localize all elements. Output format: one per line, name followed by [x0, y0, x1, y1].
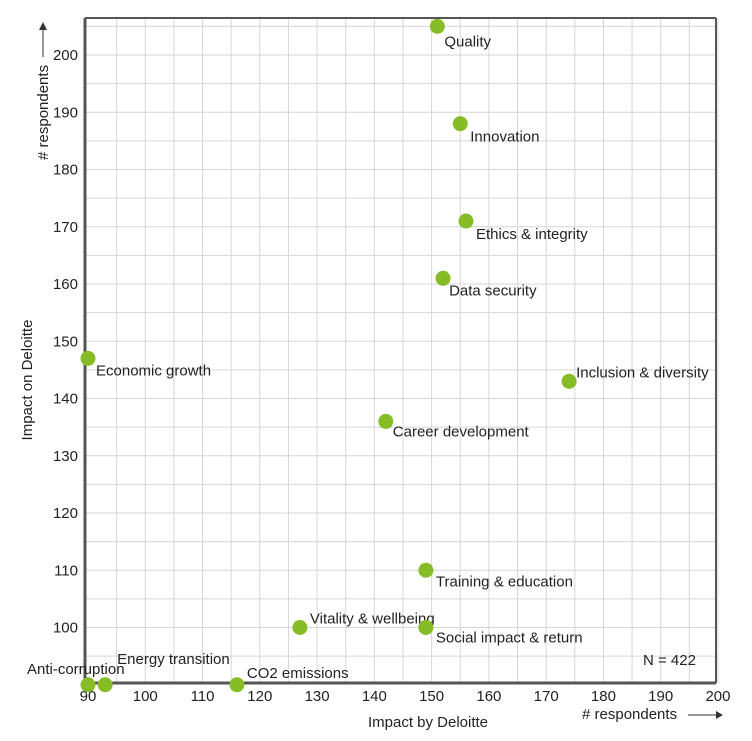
y-tick-label: 110: [54, 562, 78, 579]
y-tick-label: 200: [53, 47, 78, 64]
x-tick-label: 120: [247, 688, 272, 705]
data-point-label: Inclusion & diversity: [576, 364, 709, 381]
y-unit-label: # respondents: [35, 65, 52, 160]
data-point: [418, 562, 434, 578]
x-tick-label: 90: [80, 688, 97, 705]
x-tick-label: 140: [362, 688, 387, 705]
y-tick-label: 170: [53, 219, 78, 236]
data-point-label: Career development: [393, 423, 530, 440]
data-point-label: Innovation: [470, 129, 539, 146]
y-tick-label: 100: [53, 620, 78, 637]
x-tick-label: 130: [305, 688, 330, 705]
x-tick-label: 160: [476, 688, 501, 705]
data-point: [418, 620, 434, 635]
data-point-label: Economic growth: [96, 362, 211, 379]
data-point: [429, 18, 445, 34]
x-tick-label: 170: [534, 688, 559, 705]
data-point: [452, 116, 468, 132]
x-tick-label: 200: [705, 688, 730, 705]
data-point-label: Anti-corruption: [27, 661, 125, 678]
data-point-label: Training & education: [436, 573, 573, 590]
data-point: [561, 373, 577, 389]
data-point: [458, 213, 474, 229]
axes: [83, 17, 717, 685]
y-tick-label: 190: [53, 104, 78, 121]
data-point: [229, 677, 245, 693]
data-point: [292, 620, 308, 635]
sample-size-note: N = 422: [643, 652, 696, 669]
y-tick-label: 180: [53, 162, 78, 179]
y-tick-label: 150: [53, 333, 78, 350]
data-point: [97, 677, 113, 693]
y-tick-label: 130: [53, 448, 78, 465]
x-tick-label: 110: [191, 688, 215, 705]
data-point-label: Social impact & return: [436, 630, 583, 647]
x-tick-label: 190: [648, 688, 673, 705]
data-points: Quality Innovation Ethics & integrity Data …: [27, 18, 709, 693]
x-tick-label: 100: [133, 688, 158, 705]
y-axis-title: Impact on Deloitte: [19, 320, 36, 441]
data-point-label: CO2 emissions: [247, 665, 349, 682]
y-unit-indicator: # respondents: [35, 22, 52, 160]
grid-lines: [85, 18, 719, 683]
x-unit-label: # respondents: [582, 706, 677, 723]
data-point-label: Ethics & integrity: [476, 226, 588, 243]
x-tick-label: 180: [591, 688, 616, 705]
data-point-label: Data security: [449, 282, 537, 299]
data-point: [435, 270, 451, 286]
y-tick-label: 140: [53, 391, 78, 408]
data-point: [378, 413, 394, 429]
x-tick-label: 150: [419, 688, 444, 705]
data-point-label: Quality: [444, 33, 491, 50]
x-axis-title: Impact by Deloitte: [368, 714, 488, 731]
data-point-label: Energy transition: [117, 651, 230, 668]
data-point-label: Vitality & wellbeing: [310, 611, 435, 628]
axis-titles: Impact by Deloitte Impact on Deloitte # …: [19, 22, 723, 731]
y-tick-label: 120: [53, 505, 78, 522]
data-point: [80, 350, 96, 366]
y-tick-label: 160: [53, 276, 78, 293]
tick-labels: 90 100 110 120 130 140 150 160 170 180 190 200 100 11…: [53, 47, 731, 705]
data-point: [80, 677, 96, 693]
x-unit-indicator: # respondents: [582, 706, 723, 723]
